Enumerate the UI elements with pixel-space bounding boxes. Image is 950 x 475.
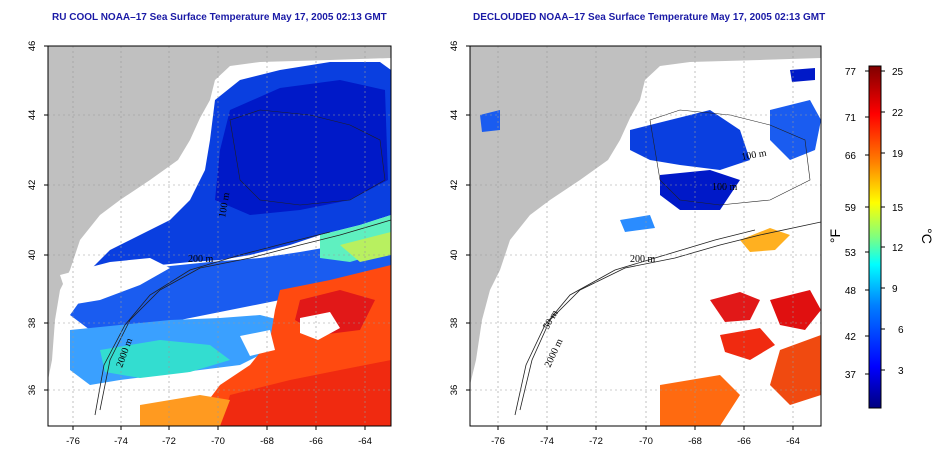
temperature-colorbar: 77 71 66 59 53 48 42 37 25 22 19 15 12 9… [827,65,935,409]
y-tick-label: 46 [27,41,38,52]
y-tick-label: 44 [449,110,460,121]
fahrenheit-tick: 37 [845,370,857,381]
x-tick-label: -68 [688,436,702,447]
x-tick-label: -76 [491,436,505,447]
fahrenheit-tick: 59 [845,203,857,214]
celsius-tick: 6 [898,325,904,336]
y-tick-label: 44 [27,110,38,121]
fahrenheit-unit: °F [827,229,843,243]
y-tick-label: 46 [449,41,460,52]
y-tick-label: 40 [27,250,38,261]
celsius-tick: 3 [898,366,904,377]
right-panel-title: DECLOUDED NOAA–17 Sea Surface Temperatur… [473,12,826,23]
x-tick-label: -72 [162,436,176,447]
fahrenheit-tick: 77 [845,67,857,78]
x-tick-label: -72 [589,436,603,447]
x-tick-label: -70 [211,436,225,447]
colorbar-gradient [868,65,882,409]
y-tick-label: 36 [27,385,38,396]
celsius-tick: 19 [892,149,904,160]
depth-contour [99,219,391,411]
x-tick-label: -76 [66,436,80,447]
contour-label: 200 m [188,254,214,265]
x-tick-label: -66 [737,436,751,447]
x-tick-label: -74 [114,436,128,447]
celsius-tick: 12 [892,243,904,254]
contour-label: 100 m [217,191,232,218]
fahrenheit-tick: 53 [845,248,857,259]
x-tick-label: -64 [786,436,800,447]
contour-label: 200 m [630,254,656,265]
land-mass [48,46,391,380]
land-mass [470,46,821,385]
x-tick-label: -74 [540,436,554,447]
warm-water-patch [710,292,760,322]
celsius-tick: 9 [892,284,898,295]
left-panel-title: RU COOL NOAA–17 Sea Surface Temperature … [52,12,387,23]
y-tick-label: 42 [449,180,460,191]
cloud-patch [60,258,170,305]
celsius-tick: 15 [892,203,904,214]
fahrenheit-tick: 71 [845,113,857,124]
x-tick-label: -66 [309,436,323,447]
fahrenheit-tick: 42 [845,332,857,343]
celsius-tick: 25 [892,67,904,78]
fahrenheit-tick: 48 [845,286,857,297]
depth-contour [519,221,821,411]
x-tick-label: -68 [260,436,274,447]
celsius-tick: 22 [892,108,904,119]
y-tick-label: 42 [27,180,38,191]
y-tick-label: 38 [27,318,38,329]
x-tick-label: -70 [639,436,653,447]
contour-label: 100 m [712,182,738,193]
x-tick-label: -64 [358,436,372,447]
left-sst-map: 200 m 2000 m 100 m 36 38 40 42 44 46 -76… [27,41,392,447]
celsius-unit: °C [919,228,935,244]
y-tick-label: 40 [449,250,460,261]
contour-label: 100 m [741,148,768,163]
cold-water-patch [630,110,750,170]
y-tick-label: 36 [449,385,460,396]
right-sst-map: 200 m 50 m 2000 m 100 m 100 m 36 38 40 4… [449,41,822,447]
fahrenheit-tick: 66 [845,151,857,162]
y-tick-label: 38 [449,318,460,329]
